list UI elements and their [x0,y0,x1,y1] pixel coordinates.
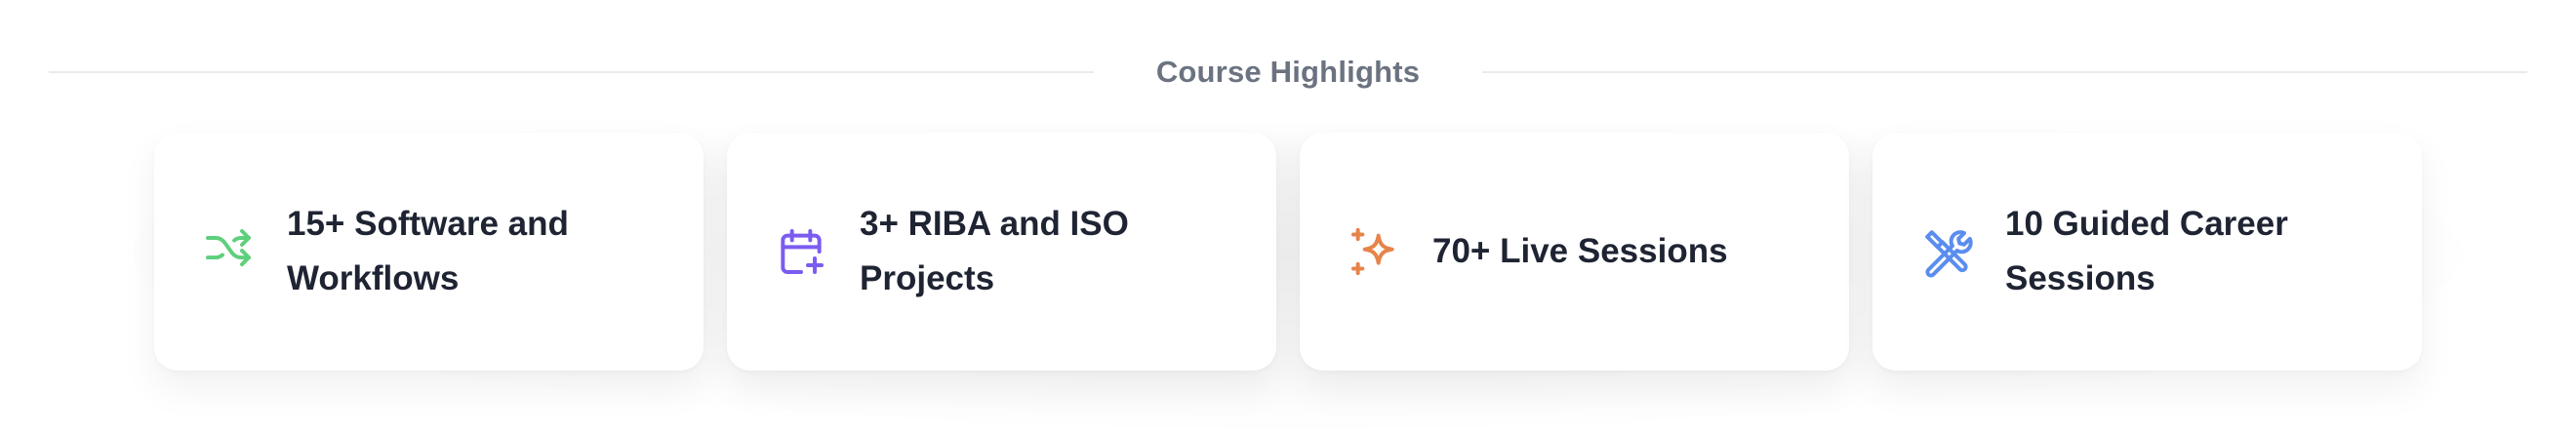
divider-left [49,71,1094,73]
highlight-card-sessions: 70+ Live Sessions [1300,133,1849,371]
highlight-label: 15+ Software and Workflows [287,205,569,297]
tools-icon [1919,224,1974,279]
section-header: Course Highlights [49,49,2528,96]
highlight-label: 10 Guided Career Sessions [2005,205,2288,297]
highlight-card-career: 10 Guided Career Sessions [1872,133,2422,371]
sparkles-icon [1347,224,1401,279]
highlight-label: 70+ Live Sessions [1432,232,1728,270]
divider-right [1482,71,2528,73]
highlight-card-software: 15+ Software and Workflows [154,133,704,371]
calendar-plus-icon [774,224,828,279]
highlights-list: 15+ Software and Workflows 3+ RIBA and I… [154,133,2422,371]
section-heading: Course Highlights [1155,55,1421,89]
highlight-label: 3+ RIBA and ISO Projects [860,205,1129,297]
highlight-card-projects: 3+ RIBA and ISO Projects [727,133,1276,371]
shuffle-icon [201,224,256,279]
